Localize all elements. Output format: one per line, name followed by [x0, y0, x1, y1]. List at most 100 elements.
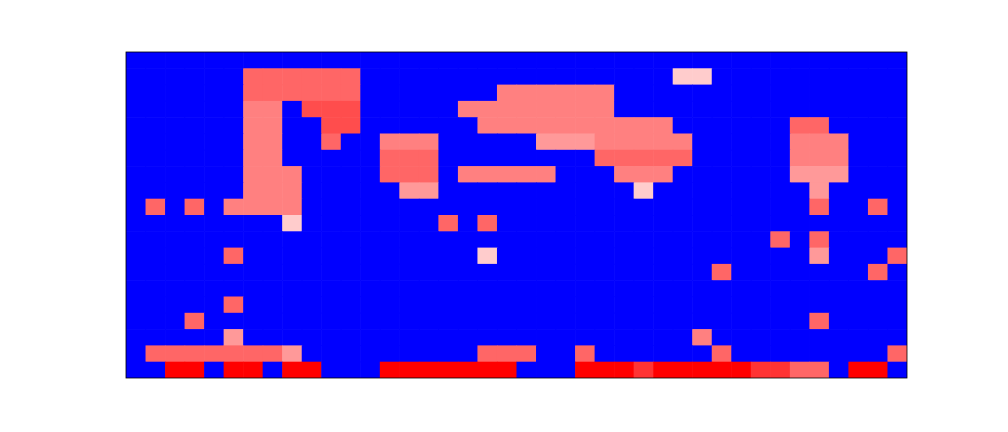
cell: [595, 329, 615, 346]
cell: [204, 182, 224, 199]
cell: [438, 150, 458, 167]
cell: [790, 345, 810, 362]
cell: [868, 313, 888, 330]
cell: [458, 313, 478, 330]
cell: [263, 248, 283, 265]
cell: [243, 117, 263, 134]
cell: [497, 280, 517, 297]
cell: [614, 362, 634, 378]
cell: [204, 68, 224, 85]
cell: [380, 248, 400, 265]
cell: [380, 166, 400, 183]
cell: [458, 182, 478, 199]
cell: [517, 117, 537, 134]
cell: [770, 68, 790, 85]
cell: [517, 345, 537, 362]
cell: [829, 345, 849, 362]
cell: [419, 313, 439, 330]
cell: [634, 52, 654, 69]
cell: [517, 199, 537, 216]
cell: [399, 215, 419, 232]
cell: [887, 329, 907, 346]
cell: [243, 215, 263, 232]
cell: [126, 68, 146, 85]
cell: [146, 68, 166, 85]
cell: [185, 264, 205, 281]
cell: [712, 297, 732, 314]
cell: [185, 182, 205, 199]
cell: [848, 248, 868, 265]
cell: [243, 166, 263, 183]
cell: [829, 85, 849, 102]
cell: [848, 68, 868, 85]
cell: [165, 52, 185, 69]
cell: [848, 345, 868, 362]
cell: [634, 134, 654, 151]
cell: [634, 182, 654, 199]
cell: [477, 68, 497, 85]
cell: [477, 264, 497, 281]
cell: [653, 150, 673, 167]
plot-frame: [126, 52, 907, 378]
cell: [868, 264, 888, 281]
cell: [731, 117, 751, 134]
cell: [848, 134, 868, 151]
cell: [360, 199, 380, 216]
cell: [380, 117, 400, 134]
cell: [536, 166, 556, 183]
cell: [536, 362, 556, 378]
cell: [536, 52, 556, 69]
cell: [556, 280, 576, 297]
cell: [653, 68, 673, 85]
cell: [712, 199, 732, 216]
cell: [477, 117, 497, 134]
cell: [458, 52, 478, 69]
cell: [712, 313, 732, 330]
cell: [790, 362, 810, 378]
cell: [302, 85, 322, 102]
cell: [341, 313, 361, 330]
cell: [185, 150, 205, 167]
cell: [477, 166, 497, 183]
cell: [165, 85, 185, 102]
cell: [165, 297, 185, 314]
cell: [712, 52, 732, 69]
cell: [809, 117, 829, 134]
cell: [536, 117, 556, 134]
cell: [751, 313, 771, 330]
cell: [165, 101, 185, 118]
cell: [243, 329, 263, 346]
cells: [126, 52, 907, 378]
cell: [673, 68, 693, 85]
cell: [204, 117, 224, 134]
cell: [224, 362, 244, 378]
cell: [575, 150, 595, 167]
cell: [692, 85, 712, 102]
cell: [790, 280, 810, 297]
cell: [263, 68, 283, 85]
cell: [204, 101, 224, 118]
cell: [360, 150, 380, 167]
cell: [770, 182, 790, 199]
cell: [829, 264, 849, 281]
cell: [868, 117, 888, 134]
cell: [438, 362, 458, 378]
cell: [653, 297, 673, 314]
cell: [204, 199, 224, 216]
cell: [868, 134, 888, 151]
cell: [770, 280, 790, 297]
cell: [263, 329, 283, 346]
cell: [126, 101, 146, 118]
cell: [731, 297, 751, 314]
cell: [673, 101, 693, 118]
cell: [556, 248, 576, 265]
cell: [790, 150, 810, 167]
cell: [438, 134, 458, 151]
cell: [282, 264, 302, 281]
cell: [751, 199, 771, 216]
cell: [673, 150, 693, 167]
cell: [829, 101, 849, 118]
cell: [360, 248, 380, 265]
cell: [380, 329, 400, 346]
cell: [224, 150, 244, 167]
